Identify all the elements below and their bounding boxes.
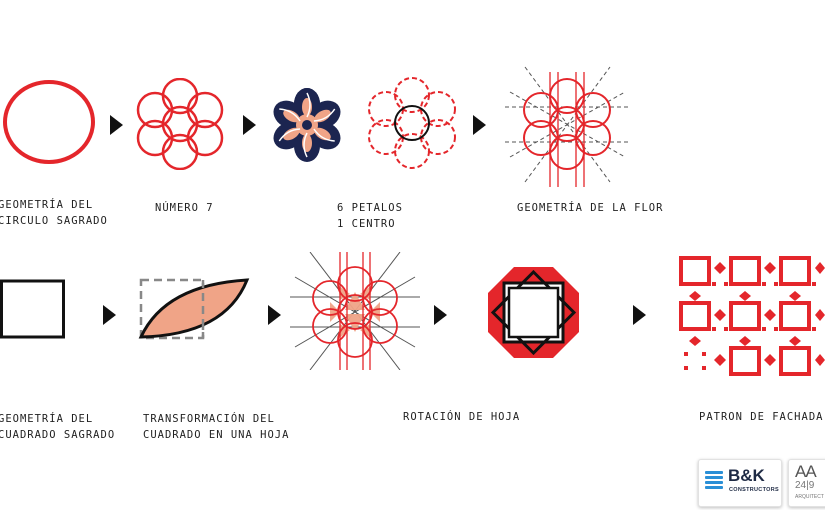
leaf-transform-figure [138, 278, 250, 340]
bk-logo-name: B&K [728, 466, 765, 485]
sacred-circle [3, 80, 95, 164]
arrow-right-icon [110, 115, 123, 135]
arrow-right-icon [103, 305, 116, 325]
arrow-right-icon [473, 115, 486, 135]
caption-number-seven: NÚMERO 7 [155, 202, 214, 214]
leaf-rotation-geometry-figure [290, 252, 420, 370]
bk-logo-subtitle: CONSTRUCTORS [729, 487, 779, 493]
sacred-circle-figure [3, 80, 95, 164]
caption-leaf-transform: TRANSFORMACIÓN DEL CUADRADO EN UNA HOJA [143, 413, 290, 441]
caption-facade-pattern: PATRON DE FACHADA [699, 411, 824, 423]
aa-logo-mark: AA [795, 462, 817, 481]
arrow-right-icon [633, 305, 646, 325]
navy-flower-figure [273, 88, 341, 162]
caption-six-petals: 6 PETALOS 1 CENTRO [337, 202, 403, 230]
seven-circles-figure [136, 78, 224, 170]
facade-pattern-figure [679, 256, 825, 376]
aa-logo-subtitle: ARQUITECT [795, 494, 824, 500]
arrow-right-icon [434, 305, 447, 325]
aa-logo-number: 24|9 [795, 480, 815, 491]
aa-architects-logo: AA 24|9 ARQUITECT [788, 459, 825, 507]
arrow-right-icon [268, 305, 281, 325]
bk-constructors-logo: B&K CONSTRUCTORS [698, 459, 782, 507]
dashed-petals-figure [368, 77, 456, 169]
caption-sacred-circle: GEOMETRÍA DEL CIRCULO SAGRADO [0, 199, 108, 227]
caption-sacred-square: GEOMETRÍA DEL CUADRADO SAGRADO [0, 413, 116, 441]
caption-leaf-rotation: ROTACIÓN DE HOJA [403, 411, 521, 423]
rotated-leaf-octagon-figure [488, 267, 579, 358]
flower-geometry-figure [505, 66, 630, 187]
caption-flower-geometry: GEOMETRÍA DE LA FLOR [517, 202, 664, 214]
sacred-square-figure [0, 279, 65, 339]
bk-logo-icon [705, 471, 723, 489]
arrow-right-icon [243, 115, 256, 135]
